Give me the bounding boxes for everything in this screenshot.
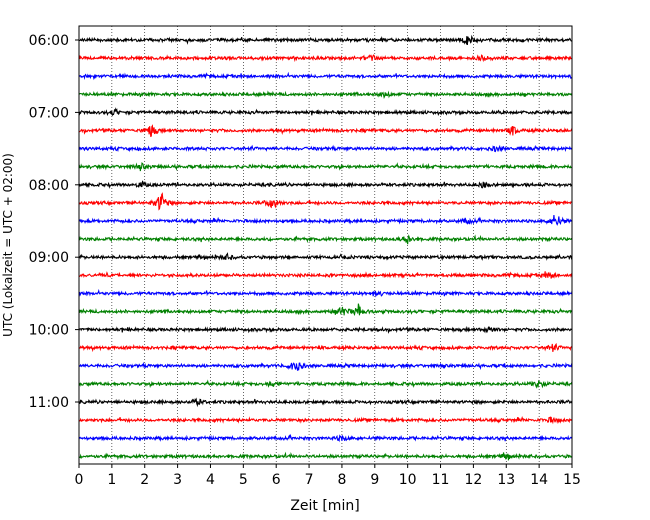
trace-row xyxy=(78,325,573,334)
y-axis-ticks: 06:00 07:00 08:00 09:00 10:00 11:00 xyxy=(29,33,79,411)
y-tick-label: 10:00 xyxy=(29,323,69,339)
x-tick-label: 7 xyxy=(305,472,314,488)
trace-row xyxy=(78,252,573,261)
trace-row xyxy=(78,451,573,461)
seismic-traces xyxy=(78,34,573,461)
y-tick-label: 09:00 xyxy=(29,250,69,266)
trace-row xyxy=(78,397,573,408)
trace-row xyxy=(78,271,573,279)
plot-frame xyxy=(78,25,573,465)
x-tick-label: 12 xyxy=(464,472,482,488)
x-tick-label: 9 xyxy=(370,472,379,488)
trace-row xyxy=(78,34,573,46)
trace-row xyxy=(78,162,573,172)
x-tick-label: 4 xyxy=(206,472,215,488)
trace-row xyxy=(78,415,573,425)
trace-row xyxy=(78,379,573,389)
y-axis-label: UTC (Lokalzeit = UTC + 02:00) xyxy=(1,153,15,337)
trace-row xyxy=(78,107,573,117)
grid-lines xyxy=(111,26,540,464)
trace-row xyxy=(78,433,573,443)
trace-row xyxy=(78,215,573,226)
x-tick-label: 3 xyxy=(173,472,182,488)
x-tick-label: 15 xyxy=(563,472,581,488)
x-tick-label: 11 xyxy=(432,472,450,488)
x-tick-label: 13 xyxy=(497,472,515,488)
trace-row xyxy=(78,303,573,317)
trace-row xyxy=(78,342,573,353)
y-tick-label: 11:00 xyxy=(29,395,69,411)
x-tick-label: 14 xyxy=(530,472,548,488)
trace-row xyxy=(78,288,573,298)
x-axis-ticks: 0 1 2 3 4 5 6 7 8 9 10 11 12 13 14 15 xyxy=(75,464,581,488)
x-tick-label: 0 xyxy=(75,472,84,488)
x-tick-label: 2 xyxy=(140,472,149,488)
trace-row xyxy=(78,234,572,245)
trace-row xyxy=(78,180,573,189)
trace-row xyxy=(78,124,573,138)
trace-row xyxy=(78,192,573,211)
y-tick-label: 08:00 xyxy=(29,178,69,194)
trace-row xyxy=(78,90,573,99)
x-tick-label: 8 xyxy=(337,472,346,488)
trace-row xyxy=(78,144,573,153)
x-tick-label: 10 xyxy=(399,472,417,488)
y-tick-label: 06:00 xyxy=(29,33,69,49)
x-tick-label: 6 xyxy=(272,472,281,488)
x-axis-label: Zeit [min] xyxy=(290,498,359,514)
x-tick-label: 1 xyxy=(107,472,116,488)
trace-row xyxy=(78,54,573,63)
trace-row xyxy=(78,71,573,81)
x-tick-label: 5 xyxy=(239,472,248,488)
trace-row xyxy=(78,361,573,371)
y-tick-label: 07:00 xyxy=(29,105,69,121)
